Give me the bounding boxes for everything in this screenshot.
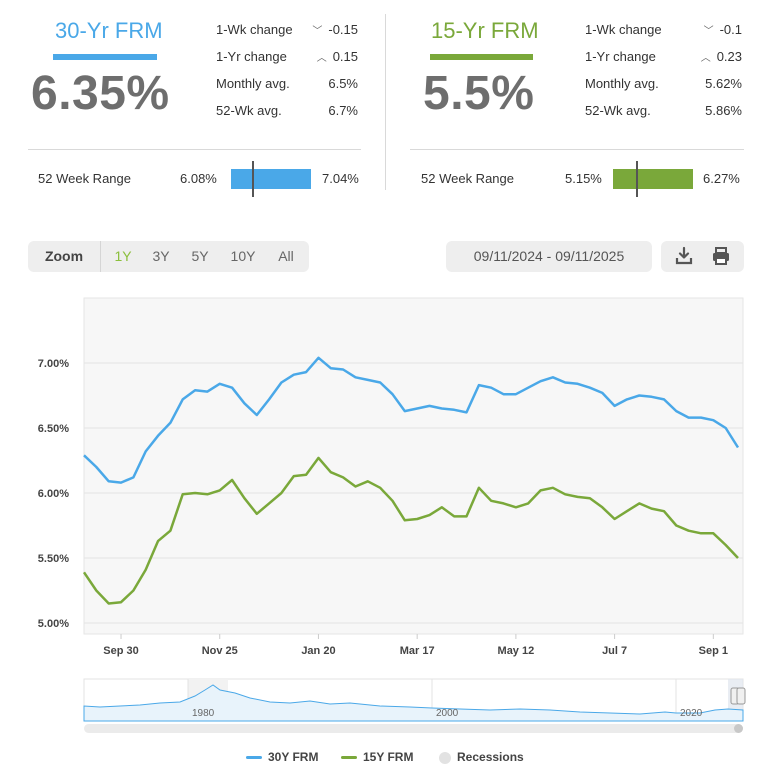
frm15-title-underline [430, 54, 533, 60]
frm30-title-underline [53, 54, 157, 60]
frm30-stat-value: ﹀ -0.15 [312, 22, 358, 37]
chevron-up-icon: ︿ [700, 53, 711, 64]
zoom-1y-button[interactable]: 1Y [114, 248, 132, 264]
zoom-10y-button[interactable]: 10Y [230, 248, 256, 264]
y-tick-label: 7.00% [38, 358, 69, 370]
frm15-range-high: 6.27% [703, 171, 740, 186]
navigator-label: 2000 [436, 708, 459, 719]
frm30-range-bar [231, 169, 311, 189]
frm15-stat-value: 5.86% [705, 103, 742, 118]
chevron-down-icon: ﹀ [703, 26, 714, 37]
frm30-range-low: 6.08% [180, 171, 217, 186]
frm30-stat-label: Monthly avg. [216, 76, 290, 91]
frm15-stat-label: Monthly avg. [585, 76, 659, 91]
x-tick-label: Jul 7 [602, 645, 627, 657]
navigator-label: 1980 [192, 708, 215, 719]
frm15-stat-value: ﹀ -0.1 [703, 22, 742, 37]
navigator-scroll-thumb[interactable] [734, 724, 743, 733]
legend-line-icon [246, 756, 262, 760]
chevron-down-icon: ﹀ [312, 26, 323, 37]
x-tick-label: May 12 [498, 645, 535, 657]
x-tick-label: Sep 1 [699, 645, 728, 657]
zoom-label: Zoom [28, 241, 101, 272]
download-icon[interactable] [673, 245, 695, 267]
frm30-stat-label: 1-Wk change [216, 22, 293, 37]
chevron-up-icon: ︿ [316, 53, 327, 64]
series-15y-line[interactable] [82, 456, 739, 605]
frm15-title: 15-Yr FRM [431, 18, 539, 43]
frm15-stat-label: 52-Wk avg. [585, 103, 651, 118]
divider [410, 149, 744, 150]
zoom-5y-button[interactable]: 5Y [191, 248, 209, 264]
frm30-stat-label: 1-Yr change [216, 49, 287, 64]
legend-item-15y[interactable]: 15Y FRM [341, 750, 413, 764]
plot-background [83, 297, 744, 635]
y-tick-label: 6.50% [38, 423, 69, 435]
legend-item-30y[interactable]: 30Y FRM [246, 750, 318, 764]
frm15-range-low: 5.15% [565, 171, 602, 186]
main-chart: 5.00% 5.50% 6.00% 6.50% 7.00% Sep 30 Nov 25 Ja… [38, 297, 744, 657]
frm30-stat-value: 6.7% [328, 103, 358, 118]
navigator-handle-right[interactable] [736, 687, 746, 705]
divider [28, 149, 361, 150]
frm30-range-high: 7.04% [322, 171, 359, 186]
panel-divider [385, 14, 386, 190]
navigator-label: 2020 [680, 708, 703, 719]
navigator-series [83, 684, 744, 722]
frm15-range-bar [613, 169, 693, 189]
date-range-input[interactable]: 09/11/2024 - 09/11/2025 [446, 241, 652, 272]
frm30-range-marker [252, 161, 255, 197]
frm15-range-label: 52 Week Range [421, 171, 514, 186]
series-layer [82, 356, 740, 605]
y-tick-label: 6.00% [38, 488, 69, 500]
frm15-range-marker [636, 161, 638, 197]
y-tick-label: 5.50% [38, 553, 69, 565]
frm30-stat-value: 6.5% [328, 76, 358, 91]
frm15-stat-label: 1-Wk change [585, 22, 662, 37]
frm30-stat-label: 52-Wk avg. [216, 103, 282, 118]
frm30-title: 30-Yr FRM [55, 18, 163, 43]
series-30y-line[interactable] [83, 356, 740, 484]
x-tick-label: Sep 30 [103, 645, 138, 657]
zoom-group [28, 241, 309, 272]
navigator-chart[interactable]: 1980 2000 2020 [0, 676, 767, 736]
frm30-rate: 6.35% [31, 67, 170, 120]
frm15-stat-value: 5.62% [705, 76, 742, 91]
zoom-all-button[interactable]: All [278, 248, 294, 264]
x-tick-label: Jan 20 [301, 645, 335, 657]
legend-line-icon [341, 756, 357, 760]
x-tick-label: Nov 25 [202, 645, 238, 657]
navigator-scrollbar[interactable] [84, 724, 743, 733]
x-axis-labels: Sep 30 Nov 25 Jan 20 Mar 17 May 12 Jul 7 Sep 1 [103, 634, 728, 657]
print-icon[interactable] [710, 245, 732, 267]
frm30-stat-value: ︿ 0.15 [316, 49, 358, 64]
frm15-stat-value: ︿ 0.23 [700, 49, 742, 64]
x-tick-label: Mar 17 [400, 645, 435, 657]
export-toolbar [661, 241, 744, 272]
frm15-rate: 5.5% [423, 67, 535, 120]
y-tick-label: 5.00% [38, 618, 69, 630]
legend-item-recessions[interactable]: Recessions [439, 750, 524, 764]
legend-dot-icon [439, 751, 451, 764]
frm15-stat-label: 1-Yr change [585, 49, 656, 64]
frm30-range-label: 52 Week Range [38, 171, 131, 186]
zoom-3y-button[interactable]: 3Y [152, 248, 170, 264]
